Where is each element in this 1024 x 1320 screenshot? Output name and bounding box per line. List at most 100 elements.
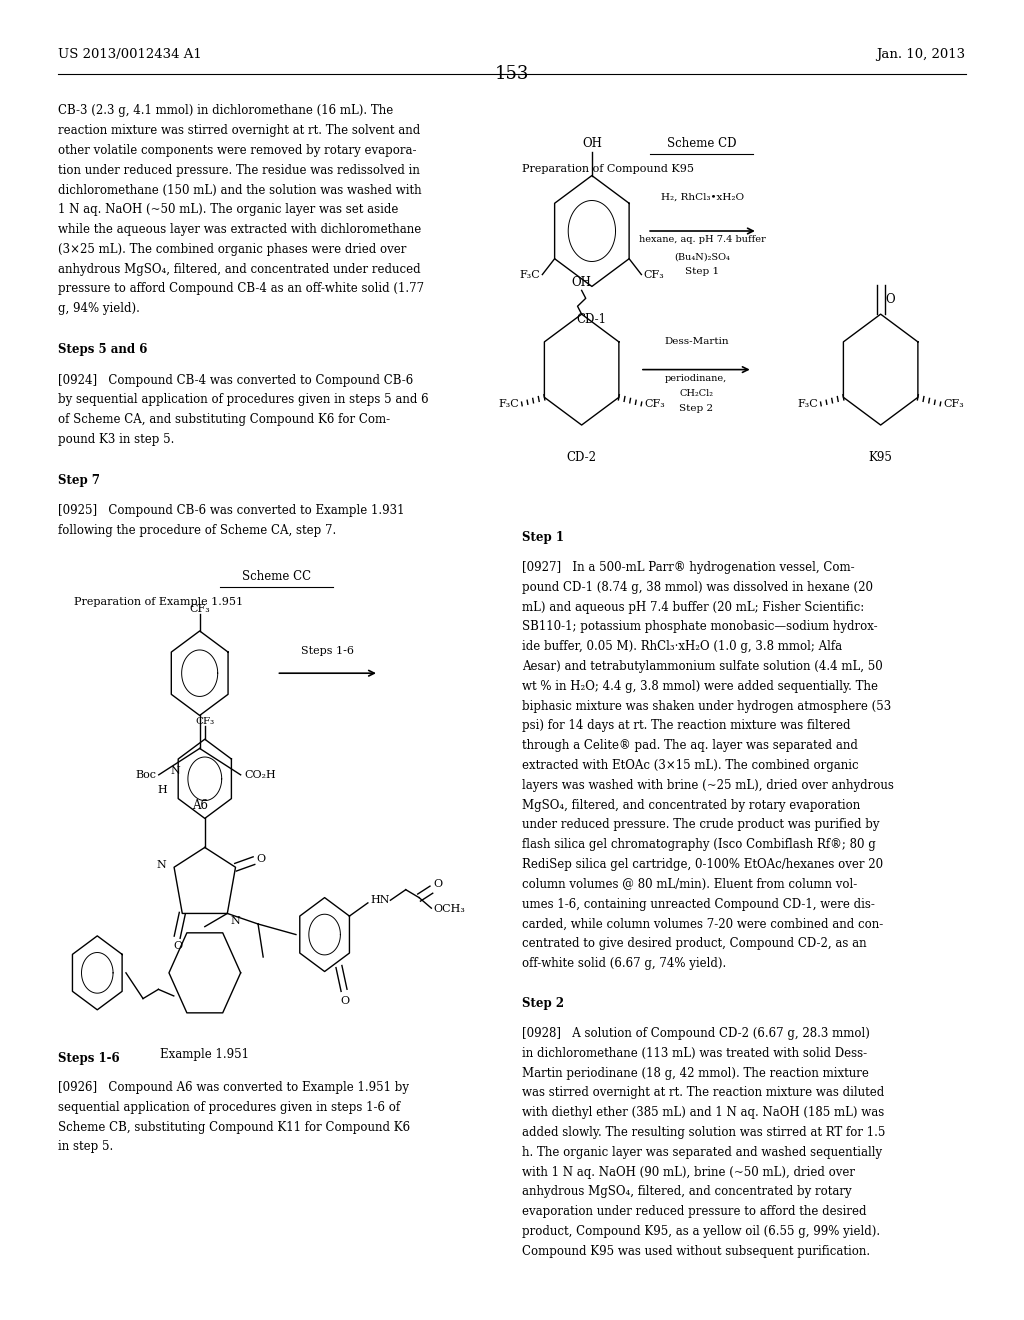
- Text: 153: 153: [495, 65, 529, 83]
- Text: Scheme CC: Scheme CC: [242, 570, 311, 583]
- Text: MgSO₄, filtered, and concentrated by rotary evaporation: MgSO₄, filtered, and concentrated by rot…: [522, 799, 860, 812]
- Text: [0928]   A solution of Compound CD-2 (6.67 g, 28.3 mmol): [0928] A solution of Compound CD-2 (6.67…: [522, 1027, 870, 1040]
- Text: pressure to afford Compound CB-4 as an off-white solid (1.77: pressure to afford Compound CB-4 as an o…: [58, 282, 425, 296]
- Text: Step 2: Step 2: [522, 997, 564, 1010]
- Text: F₃C: F₃C: [797, 399, 818, 409]
- Text: US 2013/0012434 A1: US 2013/0012434 A1: [58, 48, 202, 61]
- Text: Scheme CB, substituting Compound K11 for Compound K6: Scheme CB, substituting Compound K11 for…: [58, 1121, 411, 1134]
- Text: with diethyl ether (385 mL) and 1 N aq. NaOH (185 mL) was: with diethyl ether (385 mL) and 1 N aq. …: [522, 1106, 885, 1119]
- Text: Preparation of Example 1.951: Preparation of Example 1.951: [74, 597, 243, 607]
- Text: Dess-Martin: Dess-Martin: [664, 337, 729, 346]
- Text: H: H: [157, 785, 167, 796]
- Text: N: N: [170, 766, 180, 776]
- Text: OH: OH: [571, 276, 592, 289]
- Text: OH: OH: [582, 137, 602, 150]
- Text: (3×25 mL). The combined organic phases were dried over: (3×25 mL). The combined organic phases w…: [58, 243, 407, 256]
- Text: under reduced pressure. The crude product was purified by: under reduced pressure. The crude produc…: [522, 818, 880, 832]
- Text: column volumes @ 80 mL/min). Eluent from column vol-: column volumes @ 80 mL/min). Eluent from…: [522, 878, 857, 891]
- Text: CF₃: CF₃: [189, 603, 210, 614]
- Text: Steps 5 and 6: Steps 5 and 6: [58, 343, 147, 356]
- Text: other volatile components were removed by rotary evapora-: other volatile components were removed b…: [58, 144, 417, 157]
- Text: wt % in H₂O; 4.4 g, 3.8 mmol) were added sequentially. The: wt % in H₂O; 4.4 g, 3.8 mmol) were added…: [522, 680, 879, 693]
- Text: Example 1.951: Example 1.951: [161, 1048, 249, 1061]
- Text: N: N: [156, 859, 166, 870]
- Text: H₂, RhCl₃•xH₂O: H₂, RhCl₃•xH₂O: [660, 193, 744, 202]
- Text: pound CD-1 (8.74 g, 38 mmol) was dissolved in hexane (20: pound CD-1 (8.74 g, 38 mmol) was dissolv…: [522, 581, 873, 594]
- Text: [0925]   Compound CB-6 was converted to Example 1.931: [0925] Compound CB-6 was converted to Ex…: [58, 504, 404, 517]
- Text: Steps 1-6: Steps 1-6: [58, 1052, 120, 1065]
- Text: Aesar) and tetrabutylammonium sulfate solution (4.4 mL, 50: Aesar) and tetrabutylammonium sulfate so…: [522, 660, 883, 673]
- Text: CO₂H: CO₂H: [245, 770, 276, 780]
- Text: was stirred overnight at rt. The reaction mixture was diluted: was stirred overnight at rt. The reactio…: [522, 1086, 885, 1100]
- Text: N: N: [230, 916, 241, 927]
- Text: (Bu₄N)₂SO₄: (Bu₄N)₂SO₄: [675, 252, 730, 261]
- Text: CF₃: CF₃: [644, 399, 666, 409]
- Text: O: O: [341, 995, 349, 1006]
- Text: O: O: [256, 854, 265, 865]
- Text: A6: A6: [191, 799, 208, 812]
- Text: Jan. 10, 2013: Jan. 10, 2013: [877, 48, 966, 61]
- Text: hexane, aq. pH 7.4 buffer: hexane, aq. pH 7.4 buffer: [639, 235, 766, 244]
- Text: [0926]   Compound A6 was converted to Example 1.951 by: [0926] Compound A6 was converted to Exam…: [58, 1081, 410, 1094]
- Text: mL) and aqueous pH 7.4 buffer (20 mL; Fisher Scientific:: mL) and aqueous pH 7.4 buffer (20 mL; Fi…: [522, 601, 864, 614]
- Text: [0924]   Compound CB-4 was converted to Compound CB-6: [0924] Compound CB-4 was converted to Co…: [58, 374, 414, 387]
- Text: CF₃: CF₃: [943, 399, 965, 409]
- Text: F₃C: F₃C: [498, 399, 519, 409]
- Text: OCH₃: OCH₃: [433, 904, 465, 915]
- Text: O: O: [433, 879, 442, 890]
- Text: psi) for 14 days at rt. The reaction mixture was filtered: psi) for 14 days at rt. The reaction mix…: [522, 719, 851, 733]
- Text: product, Compound K95, as a yellow oil (6.55 g, 99% yield).: product, Compound K95, as a yellow oil (…: [522, 1225, 881, 1238]
- Text: extracted with EtOAc (3×15 mL). The combined organic: extracted with EtOAc (3×15 mL). The comb…: [522, 759, 859, 772]
- Text: g, 94% yield).: g, 94% yield).: [58, 302, 140, 315]
- Text: added slowly. The resulting solution was stirred at RT for 1.5: added slowly. The resulting solution was…: [522, 1126, 886, 1139]
- Text: Step 1: Step 1: [522, 531, 564, 544]
- Text: [0927]   In a 500-mL Parr® hydrogenation vessel, Com-: [0927] In a 500-mL Parr® hydrogenation v…: [522, 561, 855, 574]
- Text: while the aqueous layer was extracted with dichloromethane: while the aqueous layer was extracted wi…: [58, 223, 422, 236]
- Text: in dichloromethane (113 mL) was treated with solid Dess-: in dichloromethane (113 mL) was treated …: [522, 1047, 867, 1060]
- Text: HN: HN: [370, 895, 389, 906]
- Text: umes 1-6, containing unreacted Compound CD-1, were dis-: umes 1-6, containing unreacted Compound …: [522, 898, 876, 911]
- Text: Preparation of Compound K95: Preparation of Compound K95: [522, 164, 694, 174]
- Text: SB110-1; potassium phosphate monobasic—sodium hydrox-: SB110-1; potassium phosphate monobasic—s…: [522, 620, 878, 634]
- Text: layers was washed with brine (~25 mL), dried over anhydrous: layers was washed with brine (~25 mL), d…: [522, 779, 894, 792]
- Text: tion under reduced pressure. The residue was redissolved in: tion under reduced pressure. The residue…: [58, 164, 420, 177]
- Text: CD-1: CD-1: [577, 313, 607, 326]
- Text: following the procedure of Scheme CA, step 7.: following the procedure of Scheme CA, st…: [58, 524, 337, 537]
- Text: carded, while column volumes 7-20 were combined and con-: carded, while column volumes 7-20 were c…: [522, 917, 884, 931]
- Text: off-white solid (6.67 g, 74% yield).: off-white solid (6.67 g, 74% yield).: [522, 957, 726, 970]
- Text: by sequential application of procedures given in steps 5 and 6: by sequential application of procedures …: [58, 393, 429, 407]
- Text: sequential application of procedures given in steps 1-6 of: sequential application of procedures giv…: [58, 1101, 400, 1114]
- Text: RediSep silica gel cartridge, 0-100% EtOAc/hexanes over 20: RediSep silica gel cartridge, 0-100% EtO…: [522, 858, 884, 871]
- Text: h. The organic layer was separated and washed sequentially: h. The organic layer was separated and w…: [522, 1146, 883, 1159]
- Text: Scheme CD: Scheme CD: [667, 137, 736, 150]
- Text: dichloromethane (150 mL) and the solution was washed with: dichloromethane (150 mL) and the solutio…: [58, 183, 422, 197]
- Text: pound K3 in step 5.: pound K3 in step 5.: [58, 433, 175, 446]
- Text: centrated to give desired product, Compound CD-2, as an: centrated to give desired product, Compo…: [522, 937, 867, 950]
- Text: Martin periodinane (18 g, 42 mmol). The reaction mixture: Martin periodinane (18 g, 42 mmol). The …: [522, 1067, 869, 1080]
- Text: biphasic mixture was shaken under hydrogen atmosphere (53: biphasic mixture was shaken under hydrog…: [522, 700, 892, 713]
- Text: reaction mixture was stirred overnight at rt. The solvent and: reaction mixture was stirred overnight a…: [58, 124, 421, 137]
- Text: 1 N aq. NaOH (~50 mL). The organic layer was set aside: 1 N aq. NaOH (~50 mL). The organic layer…: [58, 203, 398, 216]
- Text: with 1 N aq. NaOH (90 mL), brine (~50 mL), dried over: with 1 N aq. NaOH (90 mL), brine (~50 mL…: [522, 1166, 855, 1179]
- Text: K95: K95: [868, 451, 893, 465]
- Text: CD-2: CD-2: [566, 451, 597, 465]
- Text: Step 1: Step 1: [685, 267, 720, 276]
- Text: of Scheme CA, and substituting Compound K6 for Com-: of Scheme CA, and substituting Compound …: [58, 413, 390, 426]
- Text: anhydrous MgSO₄, filtered, and concentrated under reduced: anhydrous MgSO₄, filtered, and concentra…: [58, 263, 421, 276]
- Text: Compound K95 was used without subsequent purification.: Compound K95 was used without subsequent…: [522, 1245, 870, 1258]
- Text: through a Celite® pad. The aq. layer was separated and: through a Celite® pad. The aq. layer was…: [522, 739, 858, 752]
- Text: CF₃: CF₃: [643, 269, 665, 280]
- Text: Step 7: Step 7: [58, 474, 100, 487]
- Text: CB-3 (2.3 g, 4.1 mmol) in dichloromethane (16 mL). The: CB-3 (2.3 g, 4.1 mmol) in dichloromethan…: [58, 104, 393, 117]
- Text: O: O: [174, 941, 182, 952]
- Text: anhydrous MgSO₄, filtered, and concentrated by rotary: anhydrous MgSO₄, filtered, and concentra…: [522, 1185, 852, 1199]
- Text: F₃C: F₃C: [519, 269, 541, 280]
- Text: CF₃: CF₃: [196, 717, 214, 726]
- Text: flash silica gel chromatography (Isco Combiflash Rf®; 80 g: flash silica gel chromatography (Isco Co…: [522, 838, 876, 851]
- Text: in step 5.: in step 5.: [58, 1140, 114, 1154]
- Text: Boc: Boc: [135, 770, 157, 780]
- Text: periodinane,: periodinane,: [666, 374, 727, 383]
- Text: Step 2: Step 2: [679, 404, 714, 413]
- Text: ide buffer, 0.05 M). RhCl₃·xH₂O (1.0 g, 3.8 mmol; Alfa: ide buffer, 0.05 M). RhCl₃·xH₂O (1.0 g, …: [522, 640, 843, 653]
- Text: CH₂Cl₂: CH₂Cl₂: [679, 389, 714, 399]
